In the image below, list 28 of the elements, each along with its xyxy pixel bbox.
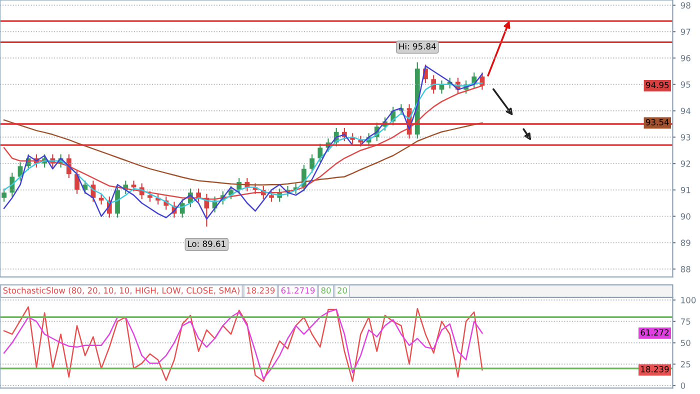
y-tick-label: 91 [680,186,690,194]
y-tick-label: 95 [680,81,690,88]
line-series [3,65,483,220]
y-tick-label: 92 [680,160,690,167]
y-tick-label: 94 [680,108,690,114]
text: 20 [338,287,347,294]
annotation: 94.95 [646,82,669,88]
y-tick-label: 25 [680,361,690,368]
y-tick-label: 97 [680,28,690,35]
y-tick-label: 100 [681,297,696,304]
text: 61.2719 [281,287,315,294]
annotation: Lo: 89.61 [188,240,226,247]
annotation: 93.54 [646,119,669,126]
y-tick-label: 0 [680,382,686,389]
text: 18.239 [246,287,275,294]
y-tick-label: 89 [680,240,690,246]
text: 80 [321,287,331,294]
y-tick-label: 50 [680,340,690,346]
annotation: 61.272 [640,329,668,336]
y-tick-label: 93 [680,134,690,140]
y-tick-label: 88 [680,266,690,272]
y-tick-label: 75 [681,318,690,325]
y-tick-label: 90 [680,213,690,220]
annotation: Hi: 95.84 [399,43,436,50]
annotation: 18.239 [641,366,669,372]
chart-title: StochasticSlow (80, 20, 10, 10, HIGH, LOW, CLOSE, SMA) [3,287,240,295]
y-tick-label: 98 [680,2,690,9]
y-tick-label: 96 [680,55,690,62]
